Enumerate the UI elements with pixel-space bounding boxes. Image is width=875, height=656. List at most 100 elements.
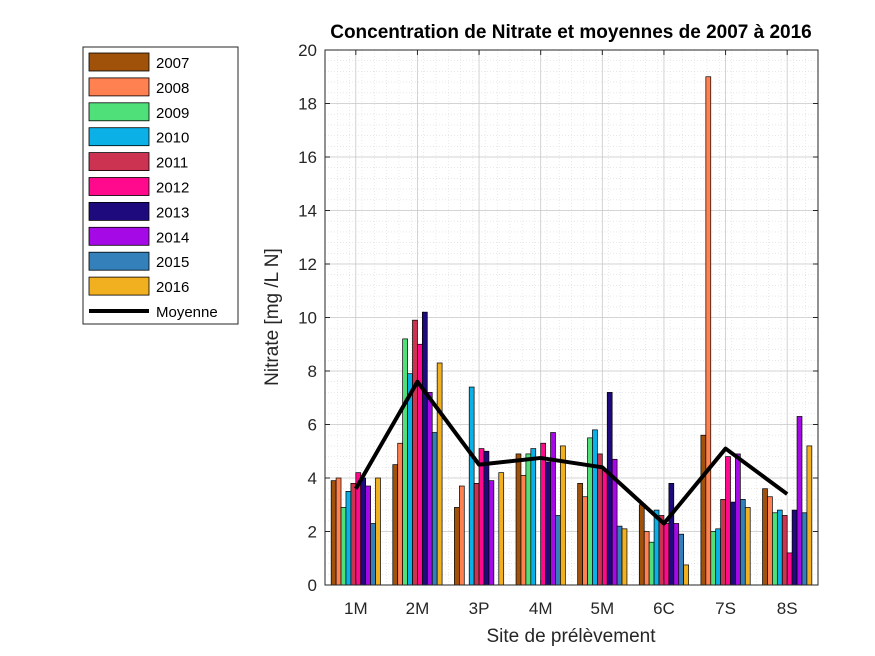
- bar-2016-2M: [436, 362, 443, 586]
- bar-2016-3P: [498, 472, 505, 586]
- y-axis-label: Nitrate [mg /L N]: [262, 248, 283, 386]
- bar-2007-7S: [700, 434, 707, 586]
- bar-2011-5M: [597, 453, 603, 586]
- y-tick-labels: 0 2 4 6 8 10 12 14 16 18 20: [298, 41, 317, 595]
- legend-label-2007: 2007: [156, 55, 189, 72]
- bar-2008-4M: [520, 474, 527, 586]
- legend-swatch-2010: [88, 127, 150, 147]
- bar-2007-1M: [330, 480, 337, 586]
- bar-2009-7S: [710, 531, 717, 586]
- bar-2013-6C: [668, 483, 675, 586]
- mean-line: [354, 379, 789, 526]
- bar-2008-6C: [643, 531, 650, 586]
- bar-2010-5M: [592, 429, 598, 586]
- bar-2010-8S: [776, 509, 783, 586]
- x-tick-label-8S: 8S: [777, 599, 798, 618]
- bar-2014-6C: [673, 523, 680, 586]
- bar-2014-4M: [550, 432, 556, 586]
- bar-2009-4M: [525, 453, 532, 586]
- bar-2011-7S: [720, 499, 726, 586]
- bar-2013-1M: [360, 477, 367, 586]
- bar-2016-7S: [744, 507, 751, 586]
- bar-2012-4M: [540, 442, 546, 586]
- legend-label-2010: 2010: [156, 130, 189, 147]
- legend-label-2015: 2015: [156, 254, 189, 271]
- legend-label-2014: 2014: [156, 229, 189, 246]
- y-tick-label: 14: [298, 202, 317, 221]
- bar-2012-6C: [663, 523, 670, 586]
- legend-label-2016: 2016: [156, 279, 189, 296]
- x-tick-labels: 1M 2M 3P 4M 5M 6C 7S 8S: [344, 599, 798, 618]
- bar-2010-2M: [407, 373, 413, 586]
- legend-label-2009: 2009: [156, 105, 189, 122]
- bar-2013-8S: [791, 509, 798, 586]
- bar-2009-6C: [648, 541, 655, 586]
- legend-label-mean: Moyenne: [156, 304, 218, 321]
- bar-2011-6C: [658, 515, 665, 586]
- y-tick-label: 16: [298, 148, 317, 167]
- y-tick-label: 10: [298, 309, 317, 328]
- bar-2013-4M: [545, 461, 551, 586]
- y-tick-label: 4: [308, 469, 317, 488]
- bar-2012-1M: [355, 472, 362, 586]
- bar-2016-1M: [375, 477, 381, 586]
- bar-2013-7S: [730, 501, 736, 586]
- y-tick-label: 12: [298, 255, 317, 274]
- bar-2013-5M: [606, 392, 613, 586]
- legend-swatch-2009: [88, 102, 150, 122]
- bar-2009-1M: [340, 507, 347, 586]
- y-tick-label: 20: [298, 41, 317, 60]
- legend-label-2008: 2008: [156, 80, 189, 97]
- bar-2014-7S: [735, 453, 741, 586]
- legend-label-2011: 2011: [156, 155, 188, 172]
- legend-swatch-2011: [88, 152, 150, 172]
- bar-2015-4M: [555, 515, 561, 586]
- x-tick-label-4M: 4M: [529, 599, 553, 618]
- x-tick-label-7S: 7S: [715, 599, 736, 618]
- legend-items: 2007 2008 2009 2010 2011 2012 2013 2014 2015 2016…: [88, 52, 218, 321]
- bar-2014-2M: [426, 392, 433, 586]
- bar-2009-8S: [772, 512, 778, 586]
- bar-2013-3P: [483, 450, 490, 586]
- bar-2016-8S: [806, 445, 813, 586]
- bar-2016-6C: [683, 564, 689, 586]
- bar-2011-1M: [350, 483, 357, 586]
- legend-swatch-2013: [88, 201, 150, 221]
- bar-2015-6C: [678, 533, 685, 586]
- bar-2009-2M: [402, 338, 408, 586]
- legend-label-2012: 2012: [156, 180, 189, 197]
- bar-2013-2M: [422, 311, 428, 586]
- bar-2007-3P: [454, 507, 460, 586]
- bar-2016-5M: [621, 528, 628, 586]
- bar-2008-3P: [458, 485, 465, 586]
- bar-2010-1M: [345, 491, 352, 586]
- bar-2014-3P: [488, 480, 495, 586]
- y-tick-label: 2: [308, 523, 317, 542]
- x-tick-label-3P: 3P: [469, 599, 490, 618]
- bar-2016-4M: [560, 445, 566, 586]
- legend-swatch-2012: [88, 177, 150, 196]
- legend-swatch-2008: [88, 77, 150, 97]
- bar-2011-2M: [412, 319, 418, 586]
- bar-2012-3P: [478, 448, 485, 586]
- y-tick-label: 8: [308, 362, 317, 381]
- chart-title: Concentration de Nitrate et moyennes de …: [330, 22, 812, 43]
- x-axis-label: Site de prélèvement: [487, 626, 657, 647]
- bar-2015-5M: [616, 525, 623, 586]
- bar-2008-7S: [705, 76, 712, 586]
- y-tick-label: 18: [298, 95, 317, 114]
- x-tick-label-2M: 2M: [406, 599, 430, 618]
- x-tick-label-1M: 1M: [344, 599, 368, 618]
- bar-2012-8S: [786, 552, 793, 586]
- y-tick-label: 6: [308, 416, 317, 435]
- x-tick-label-6C: 6C: [653, 599, 675, 618]
- bar-2007-8S: [762, 488, 768, 586]
- bar-2008-2M: [397, 442, 403, 586]
- bar-2008-1M: [335, 477, 342, 586]
- legend-swatch-2014: [88, 226, 150, 246]
- bar-2015-1M: [370, 523, 376, 586]
- bar-2007-2M: [392, 464, 399, 586]
- legend-swatch-2015: [88, 251, 150, 271]
- bar-2008-5M: [582, 496, 588, 586]
